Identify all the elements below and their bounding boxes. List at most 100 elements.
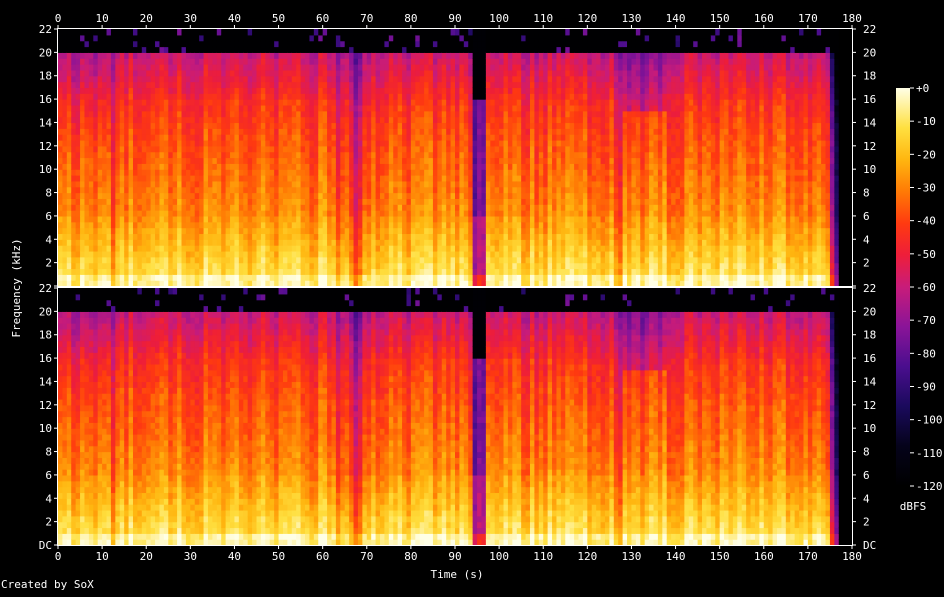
- spectrogram-cell: [556, 192, 562, 199]
- spectrogram-cell: [446, 134, 452, 141]
- spectrogram-cell: [503, 116, 509, 124]
- spectrogram-cell: [481, 268, 487, 275]
- spectrogram-cell: [437, 239, 443, 246]
- spectrogram-cell: [185, 169, 191, 176]
- spectrogram-cell: [260, 180, 266, 188]
- spectrogram-cell: [150, 52, 156, 59]
- spectrogram-cell: [150, 210, 156, 217]
- spectrogram-cell: [485, 204, 491, 211]
- spectrogram-cell: [274, 151, 280, 159]
- spectrogram-cell: [124, 110, 130, 118]
- spectrogram-cell: [380, 81, 386, 89]
- spectrogram-cell: [477, 52, 483, 59]
- spectrogram-cell: [194, 233, 200, 240]
- spectrogram-cell: [159, 163, 165, 170]
- spectrogram-cell: [75, 256, 81, 264]
- spectrogram-cell: [534, 227, 540, 235]
- spectrogram-cell: [141, 268, 147, 275]
- spectrogram-cell: [146, 128, 152, 135]
- spectrogram-cell: [406, 99, 412, 106]
- spectrogram-cell: [97, 40, 103, 48]
- spectrogram-cell: [402, 134, 408, 141]
- spectrogram-cell: [155, 29, 161, 36]
- spectrogram-cell: [194, 64, 200, 71]
- spectrogram-cell: [512, 245, 518, 252]
- spectrogram-cell: [437, 40, 443, 48]
- spectrogram-cell: [97, 122, 103, 129]
- spectrogram-cell: [225, 104, 231, 112]
- spectrogram-cell: [260, 75, 266, 83]
- spectrogram-cell: [296, 110, 302, 118]
- spectrogram-cell: [349, 180, 355, 188]
- spectrogram-cell: [507, 262, 513, 270]
- spectrogram-cell: [472, 262, 478, 270]
- spectrogram-cell: [397, 104, 403, 112]
- spectrogram-cell: [529, 64, 535, 71]
- spectrogram-cell: [181, 198, 187, 205]
- spectrogram-cell: [521, 169, 527, 176]
- spectrogram-cell: [468, 163, 474, 170]
- spectrogram-cell: [300, 110, 306, 118]
- spectrogram-cell: [102, 151, 108, 159]
- spectrogram-cell: [269, 75, 275, 83]
- spectrogram-cell: [410, 104, 416, 112]
- spectrogram-cell: [181, 157, 187, 164]
- spectrogram-cell: [58, 180, 64, 188]
- spectrogram-cell: [353, 110, 359, 118]
- spectrogram-cell: [393, 134, 399, 141]
- spectrogram-cell: [185, 139, 191, 147]
- spectrogram-cell: [163, 69, 169, 77]
- spectrogram-cell: [221, 180, 227, 188]
- spectrogram-cell: [485, 227, 491, 235]
- spectrogram-cell: [269, 180, 275, 188]
- spectrogram-cell: [393, 40, 399, 48]
- spectrogram-cell: [446, 46, 452, 53]
- spectrogram-cell: [402, 40, 408, 48]
- spectrogram-cell: [507, 210, 513, 217]
- spectrogram-cell: [278, 221, 284, 229]
- spectrogram-cell: [472, 58, 478, 65]
- spectrogram-cell: [507, 134, 513, 141]
- spectrogram-cell: [521, 29, 527, 36]
- spectrogram-cell: [309, 93, 315, 100]
- spectrogram-cell: [124, 116, 130, 124]
- spectrogram-cell: [516, 227, 522, 235]
- spectrogram-cell: [344, 175, 350, 182]
- spectrogram-cell: [177, 227, 183, 235]
- spectrogram-cell: [177, 210, 183, 217]
- spectrogram-cell: [97, 245, 103, 252]
- spectrogram-cell: [446, 256, 452, 264]
- spectrogram-cell: [146, 256, 152, 264]
- spectrogram-cell: [512, 122, 518, 129]
- spectrogram-cell: [194, 52, 200, 59]
- spectrogram-cell: [393, 122, 399, 129]
- spectrogram-cell: [93, 29, 99, 36]
- spectrogram-cell: [177, 256, 183, 264]
- spectrogram-cell: [375, 139, 381, 147]
- spectrogram-cell: [265, 116, 271, 124]
- spectrogram-cell: [66, 198, 72, 205]
- spectrogram-cell: [190, 169, 196, 176]
- spectrogram-cell: [349, 128, 355, 135]
- spectrogram-cell: [110, 175, 116, 182]
- spectrogram-cell: [124, 46, 130, 53]
- spectrogram-cell: [146, 139, 152, 147]
- spectrogram-cell: [499, 175, 505, 182]
- spectrogram-cell: [472, 81, 478, 89]
- spectrogram-cell: [278, 128, 284, 135]
- spectrogram-cell: [155, 75, 161, 83]
- spectrogram-cell: [446, 58, 452, 65]
- spectrogram-cell: [529, 99, 535, 106]
- spectrogram-cell: [190, 87, 196, 94]
- spectrogram-cell: [322, 215, 328, 223]
- spectrogram-cell: [450, 151, 456, 159]
- spectrogram-cell: [252, 274, 258, 281]
- spectrogram-cell: [428, 239, 434, 246]
- spectrogram-cell: [243, 81, 249, 89]
- spectrogram-cell: [141, 192, 147, 199]
- spectrogram-cell: [177, 93, 183, 100]
- spectrogram-cell: [512, 198, 518, 205]
- spectrogram-cell: [221, 81, 227, 89]
- spectrogram-cell: [507, 250, 513, 258]
- spectrogram-cell: [406, 280, 412, 287]
